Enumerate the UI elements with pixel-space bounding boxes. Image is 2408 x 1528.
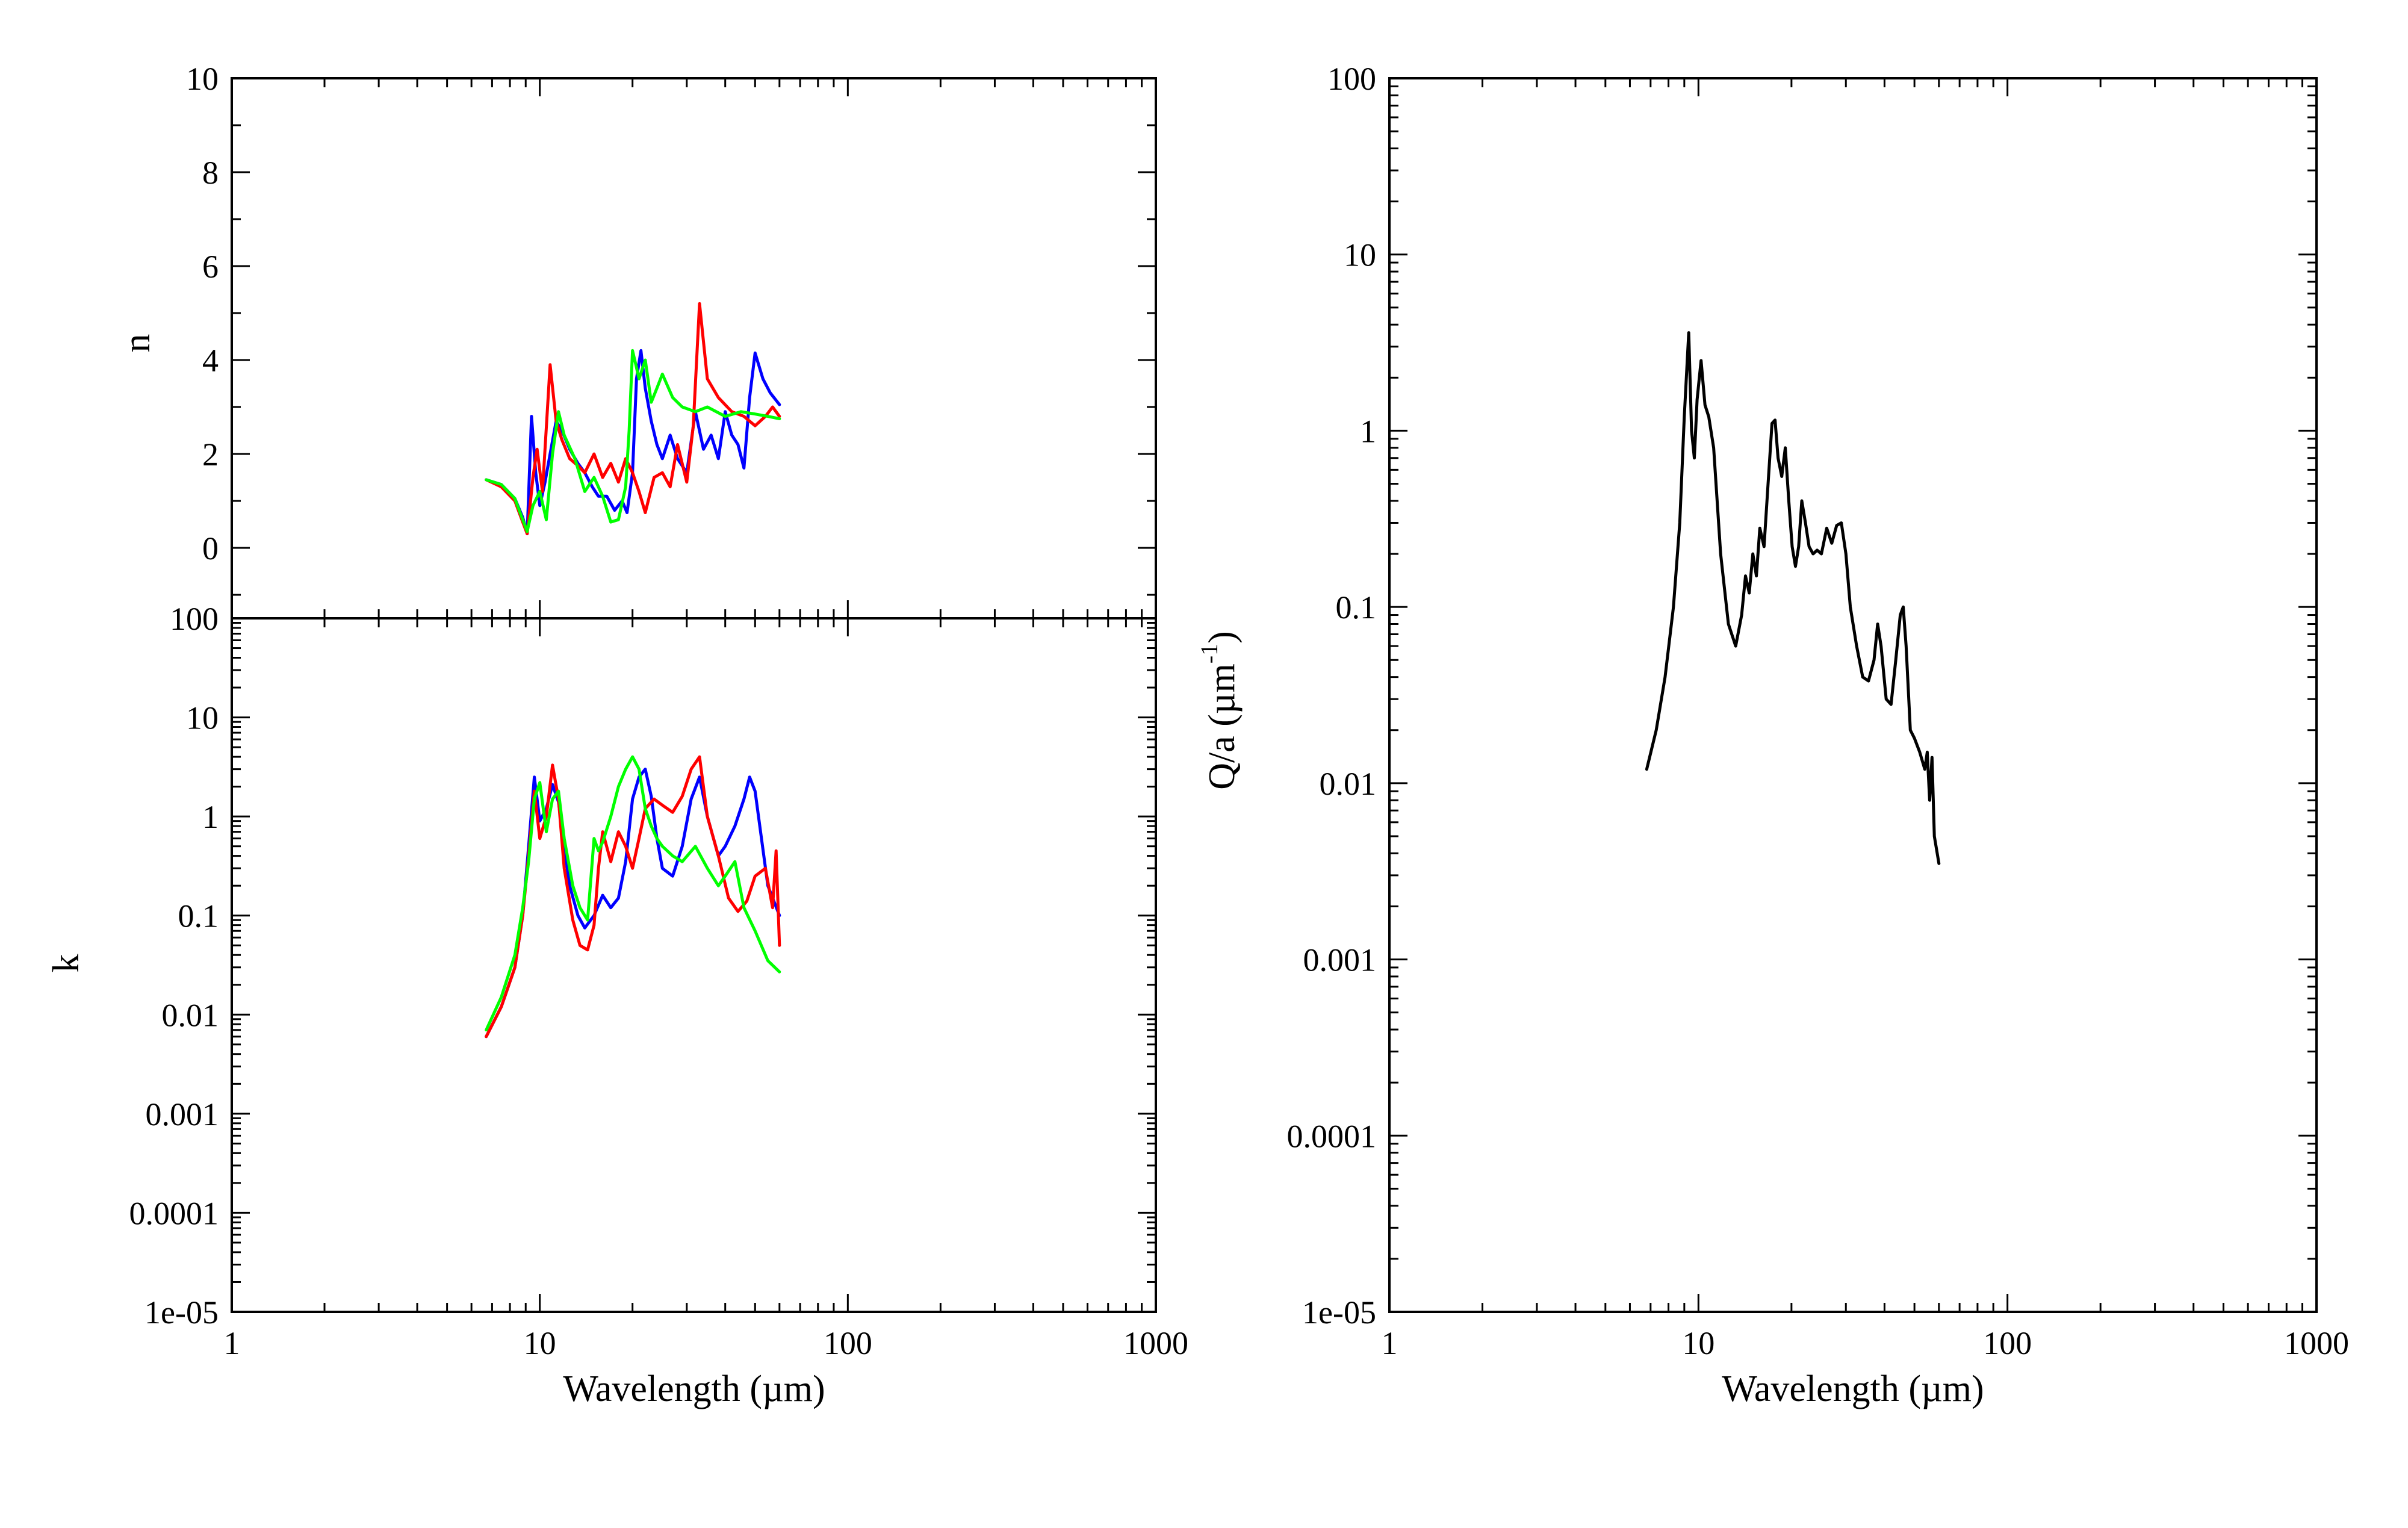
k-x-axis-title: Wavelength (µm) xyxy=(563,1368,825,1409)
qa-series-line-0 xyxy=(1645,331,1941,865)
qa-y-axis-title: Q/a (µm-1) xyxy=(1196,631,1243,790)
qa-y-tick-label: 0.1 xyxy=(1336,589,1377,626)
k-series-line-1 xyxy=(485,755,781,1039)
n-plot-frame xyxy=(231,77,1157,620)
qa-y-axis-title-unit: µm xyxy=(1202,663,1243,714)
n-y-axis-title: n xyxy=(117,334,158,353)
k-y-tick-label: 100 xyxy=(170,601,219,637)
k-x-tick-label: 1 xyxy=(224,1325,240,1361)
k-y-tick-label: 1e-05 xyxy=(144,1294,219,1331)
k-y-tick-label: 0.1 xyxy=(178,898,219,934)
k-x-tick-label: 1000 xyxy=(1123,1325,1188,1361)
extinction-k-panel: 1 10 100 1000 1e-05 0.0001 0.001 0.01 0.1 1 10 100 xyxy=(129,601,1189,1361)
n-y-tick-label: 10 xyxy=(186,61,219,97)
n-series-line-2 xyxy=(485,349,781,533)
qa-y-tick-label: 1e-05 xyxy=(1302,1294,1376,1331)
qa-y-tick-label: 0.01 xyxy=(1320,766,1377,802)
k-y-axis-title: k xyxy=(46,954,87,973)
qa-y-axis-title-sup: -1 xyxy=(1196,644,1223,663)
qa-x-tick-label: 100 xyxy=(1983,1325,2032,1361)
qa-x-tick-label: 10 xyxy=(1682,1325,1714,1361)
n-y-tick-label: 2 xyxy=(202,436,219,473)
qa-y-tick-label: 100 xyxy=(1327,61,1376,97)
k-series-line-2 xyxy=(485,755,781,1032)
n-series-line-1 xyxy=(485,302,781,536)
qa-y-tick-label: 10 xyxy=(1344,237,1376,273)
qa-y-axis-title-close: ) xyxy=(1202,631,1243,644)
qa-y-tick-label: 0.001 xyxy=(1303,942,1377,978)
n-y-tick-label: 6 xyxy=(202,249,219,285)
k-y-tick-label: 0.0001 xyxy=(129,1195,219,1231)
refractive-index-n-panel: 0 2 4 6 8 10 xyxy=(186,61,1157,620)
k-series-line-0 xyxy=(485,768,781,1039)
qa-x-tick-label: 1 xyxy=(1382,1325,1398,1361)
qa-y-tick-label: 1 xyxy=(1360,413,1376,449)
k-plot-frame xyxy=(231,617,1157,1313)
qa-y-axis-title-main: Q/a ( xyxy=(1202,714,1243,790)
k-x-tick-label: 10 xyxy=(524,1325,556,1361)
k-x-tick-label: 100 xyxy=(824,1325,872,1361)
k-y-tick-label: 1 xyxy=(202,799,219,835)
n-y-tick-label: 4 xyxy=(202,343,219,379)
k-y-tick-label: 10 xyxy=(186,700,219,736)
k-y-tick-label: 0.001 xyxy=(146,1096,219,1132)
qa-plot-frame xyxy=(1388,77,2318,1313)
qa-x-tick-label: 1000 xyxy=(2284,1325,2349,1361)
n-y-tick-label: 8 xyxy=(202,155,219,191)
qa-y-tick-label: 0.0001 xyxy=(1287,1118,1377,1154)
qa-x-axis-title: Wavelength (µm) xyxy=(1722,1368,1984,1409)
k-y-tick-label: 0.01 xyxy=(162,997,219,1033)
q-over-a-panel: 1 10 100 1000 1e-05 0.0001 0.001 0.01 0.1 1 10 100 xyxy=(1287,61,2350,1361)
n-y-tick-label: 0 xyxy=(202,530,219,567)
